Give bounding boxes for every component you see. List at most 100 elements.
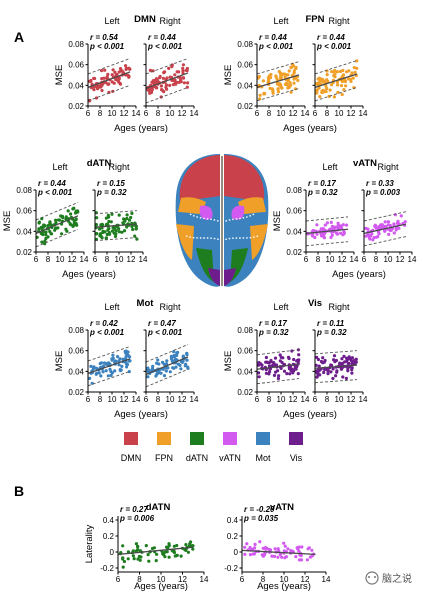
data-point: [184, 543, 188, 547]
data-point: [315, 91, 319, 95]
data-point: [137, 554, 141, 559]
fit-line: [94, 223, 138, 228]
legend-swatch: [124, 432, 138, 445]
data-point: [297, 558, 302, 562]
data-point: [66, 209, 70, 213]
data-point: [132, 557, 136, 561]
data-point: [340, 357, 344, 361]
data-point: [171, 366, 175, 370]
data-point: [165, 87, 169, 91]
legend-swatch: [256, 432, 270, 445]
data-point: [171, 83, 175, 87]
x-tick-label: 10: [157, 575, 166, 584]
stat-p-label: p < 0.001: [258, 42, 294, 51]
x-tick-label: 6: [144, 395, 149, 404]
data-point: [316, 357, 320, 362]
x-tick-label: 10: [277, 109, 286, 118]
data-point: [350, 371, 354, 375]
data-point: [134, 542, 138, 546]
stat-p-label: p < 0.001: [147, 42, 183, 51]
data-point: [273, 356, 278, 360]
data-point: [342, 354, 346, 358]
stat-p-label: p < 0.001: [147, 328, 183, 337]
stat-p-label: p = 0.32: [258, 328, 289, 337]
data-point: [121, 221, 125, 225]
data-point: [279, 83, 283, 87]
data-point: [44, 230, 48, 234]
fit-line: [256, 74, 300, 89]
y-tick-label: 0.06: [68, 61, 84, 70]
data-point: [121, 556, 125, 560]
stat-r-label: r = 0.27: [120, 505, 148, 514]
legend-label: Vis: [290, 453, 303, 463]
x-tick-label: 12: [301, 575, 310, 584]
y-tick-label: 0.04: [16, 227, 32, 236]
data-point: [330, 83, 334, 87]
data-point: [109, 373, 113, 378]
data-point: [106, 72, 110, 76]
data-point: [350, 356, 354, 360]
data-point: [386, 220, 390, 224]
data-point: [318, 373, 322, 377]
x-tick-label: 12: [396, 255, 405, 264]
x-tick-label: 12: [178, 395, 187, 404]
data-point: [335, 80, 339, 84]
data-point: [397, 226, 401, 230]
data-point: [345, 70, 349, 74]
data-point: [104, 216, 108, 220]
x-tick-label: 14: [359, 109, 368, 118]
data-point: [338, 69, 343, 74]
data-point: [271, 89, 275, 93]
x-tick-label: 8: [156, 395, 161, 404]
hemisphere-label: Right: [108, 162, 130, 172]
stat-p-label: p = 0.32: [96, 188, 127, 197]
data-point: [344, 84, 348, 88]
data-point: [257, 371, 261, 375]
data-point: [42, 223, 46, 227]
data-point: [154, 559, 158, 563]
data-point: [159, 371, 163, 375]
data-point: [39, 231, 43, 235]
fit-line: [145, 72, 189, 90]
data-point: [388, 228, 392, 232]
data-point: [336, 90, 340, 94]
data-point: [352, 66, 356, 70]
data-point: [118, 357, 122, 361]
data-point: [64, 227, 68, 231]
data-point: [176, 350, 180, 355]
data-point: [109, 220, 113, 224]
data-point: [305, 558, 309, 562]
data-point: [99, 374, 103, 378]
data-point: [335, 370, 339, 374]
fit-line: [145, 356, 189, 376]
data-point: [289, 90, 293, 94]
data-point: [379, 226, 383, 230]
y-tick-label: -0.2: [100, 564, 114, 573]
data-point: [114, 232, 118, 236]
data-point: [331, 367, 335, 371]
data-point: [182, 81, 186, 85]
data-point: [282, 369, 287, 373]
data-point: [100, 83, 104, 87]
data-point: [128, 359, 132, 363]
data-point: [116, 355, 120, 359]
confidence-bound-line: [314, 350, 358, 355]
data-point: [348, 356, 352, 360]
data-point: [320, 90, 324, 95]
legend-item-vatn: vATN: [219, 432, 241, 463]
data-point: [95, 85, 99, 89]
data-point: [262, 92, 266, 96]
confidence-bound-line: [94, 237, 138, 242]
data-point: [325, 78, 329, 82]
data-point: [387, 232, 391, 236]
x-tick-label: 8: [325, 395, 330, 404]
data-point: [268, 364, 272, 368]
legend-label: dATN: [186, 453, 208, 463]
x-tick-label: 6: [362, 255, 367, 264]
data-point: [107, 82, 111, 86]
data-point: [185, 85, 189, 89]
data-point: [308, 555, 312, 559]
data-point: [69, 212, 73, 216]
data-point: [125, 213, 129, 217]
x-tick-label: 8: [261, 575, 266, 584]
